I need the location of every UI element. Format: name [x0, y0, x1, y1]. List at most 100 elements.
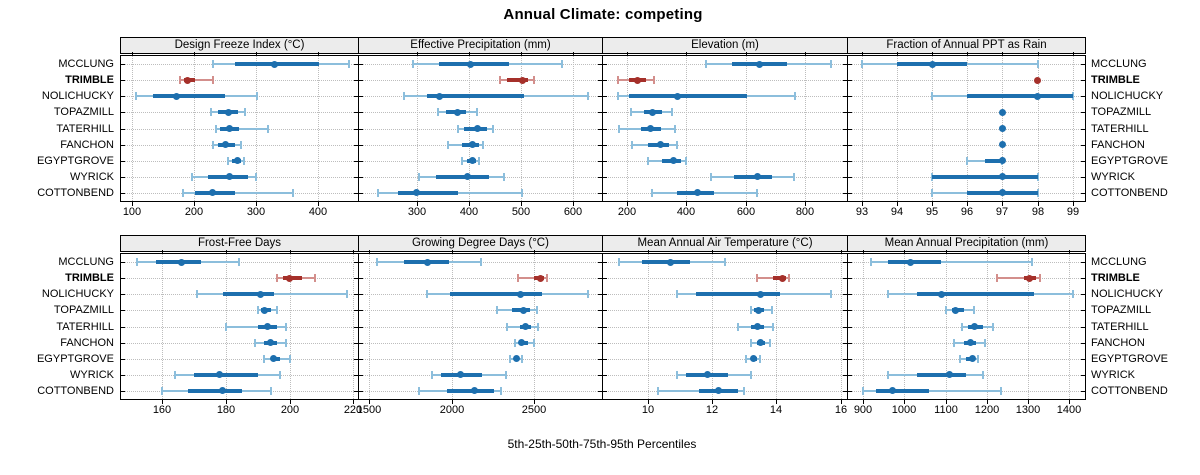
axis-tick-label: 200: [184, 206, 204, 218]
median-dot: [512, 355, 520, 363]
whisker-cap-high: [1036, 60, 1039, 69]
row-tick-right: [1081, 161, 1085, 162]
whisker-cap-low: [647, 156, 650, 165]
panel-header: Mean Annual Air Temperature (°C): [602, 235, 848, 252]
station-label-right: TOPAZMILL: [1091, 106, 1152, 119]
interquartile-bar: [967, 94, 1073, 99]
row-tick-left: [603, 177, 607, 178]
interquartile-bar: [916, 372, 967, 377]
panel-fraction-of-annual-ppt-as-rain: [847, 55, 1086, 202]
vertical-gridline: [132, 56, 133, 201]
row-tick-right: [598, 193, 602, 194]
whisker-cap-low: [457, 124, 460, 133]
whisker-cap-high: [285, 322, 288, 331]
panel-header: Elevation (m): [602, 37, 848, 54]
whisker-range: [225, 325, 287, 328]
whisker-cap-high: [505, 370, 508, 379]
row-tick-right: [843, 375, 847, 376]
whisker-cap-low: [224, 322, 227, 331]
median-dot: [753, 323, 761, 330]
axis-tick-bottom: [904, 400, 905, 404]
row-tick-right: [598, 161, 602, 162]
row-tick-left: [848, 327, 852, 328]
horizontal-gridline: [121, 310, 358, 311]
axis-tick-label: 800: [795, 206, 815, 218]
row-tick-left: [848, 262, 852, 263]
whisker-cap-high: [211, 76, 214, 85]
panel-header: Frost-Free Days: [120, 235, 359, 252]
row-tick-right: [354, 375, 358, 376]
whisker-cap-low: [749, 338, 752, 347]
whisker-cap-low: [135, 92, 138, 101]
row-tick-right: [1081, 294, 1085, 295]
axis-tick-label: 200: [280, 404, 300, 416]
row-tick-left: [603, 96, 607, 97]
whisker-cap-high: [256, 92, 259, 101]
row-tick-right: [354, 310, 358, 311]
axis-tick-bottom: [521, 202, 522, 206]
row-tick-right: [598, 391, 602, 392]
vertical-gridline: [318, 56, 319, 201]
vertical-gridline: [1073, 56, 1074, 201]
whisker-cap-high: [240, 140, 243, 149]
whisker-range: [517, 277, 548, 280]
median-dot: [226, 173, 234, 181]
whisker-cap-low: [744, 354, 747, 363]
axis-tick-top: [1002, 52, 1003, 55]
horizontal-gridline: [359, 161, 602, 162]
median-dot: [998, 108, 1006, 116]
panel-mean-annual-air-temperature-c: [602, 253, 848, 400]
row-tick-left: [359, 343, 363, 344]
whisker-cap-low: [196, 290, 199, 299]
row-tick-left: [359, 96, 363, 97]
horizontal-gridline: [359, 327, 602, 328]
whisker-cap-high: [546, 274, 549, 283]
row-tick-right: [354, 64, 358, 65]
axis-tick-top: [1073, 52, 1074, 55]
whisker-cap-high: [983, 338, 986, 347]
row-tick-right: [1081, 262, 1085, 263]
median-dot: [233, 157, 241, 165]
interquartile-bar: [152, 94, 225, 99]
horizontal-gridline: [359, 80, 602, 81]
axis-tick-top: [1069, 250, 1070, 253]
row-tick-left: [603, 359, 607, 360]
median-dot: [474, 125, 482, 132]
whisker-cap-high: [533, 338, 536, 347]
whisker-cap-low: [402, 92, 405, 101]
axis-tick-top: [987, 250, 988, 253]
vertical-gridline: [712, 254, 713, 399]
axis-tick-label: 500: [511, 206, 531, 218]
station-label-right: EGYPTGROVE: [1091, 352, 1169, 365]
axis-tick-top: [353, 250, 354, 253]
whisker-cap-low: [736, 322, 739, 331]
row-tick-right: [843, 327, 847, 328]
vertical-gridline: [194, 56, 195, 201]
row-tick-left: [603, 161, 607, 162]
station-label-left: TOPAZMILL: [53, 304, 114, 317]
row-tick-right: [843, 129, 847, 130]
axis-tick-label: 98: [1031, 206, 1045, 218]
horizontal-gridline: [603, 278, 847, 279]
whisker-cap-low: [861, 60, 864, 69]
axis-tick-label: 400: [459, 206, 479, 218]
axis-tick-label: 1300: [1015, 404, 1041, 416]
median-dot: [998, 189, 1006, 197]
horizontal-gridline: [848, 129, 1085, 130]
median-dot: [633, 76, 641, 84]
row-tick-left: [121, 278, 125, 279]
axis-tick-bottom: [194, 202, 195, 206]
vertical-gridline: [946, 254, 947, 399]
axis-tick-top: [686, 52, 687, 55]
whisker-cap-low: [263, 354, 266, 363]
whisker-cap-high: [237, 258, 240, 267]
horizontal-gridline: [603, 327, 847, 328]
median-dot: [1026, 274, 1034, 282]
row-tick-left: [848, 278, 852, 279]
whisker-cap-high: [479, 258, 482, 267]
whisker-cap-low: [709, 172, 712, 181]
median-dot: [937, 290, 945, 298]
station-label-right: NOLICHUCKY: [1091, 90, 1164, 103]
axis-tick-bottom: [132, 202, 133, 206]
row-tick-right: [598, 112, 602, 113]
